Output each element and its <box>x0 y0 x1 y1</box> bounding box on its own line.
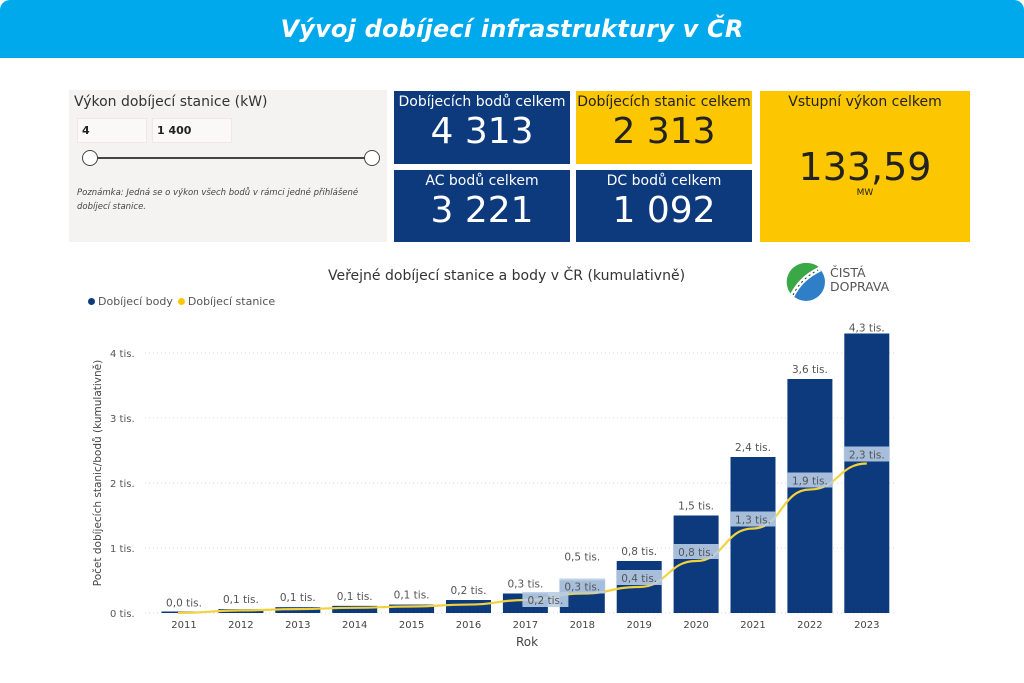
slider-min-handle[interactable] <box>82 150 98 166</box>
card-label: Dobíjecích bodů celkem <box>398 94 566 110</box>
station-data-label: 1,3 tis. <box>735 515 771 527</box>
bar-data-label: 3,6 tis. <box>792 364 828 376</box>
x-tick-label: 2018 <box>570 620 595 631</box>
station-data-label: 0,4 tis. <box>621 573 657 585</box>
x-tick-label: 2014 <box>342 620 367 631</box>
card-value: 133,59 <box>798 145 932 189</box>
slicer-title: Výkon dobíjecí stanice (kW) <box>74 94 268 110</box>
card-points-total: Dobíjecích bodů celkem 4 313 <box>394 91 570 164</box>
bar-data-label: 0,3 tis. <box>507 579 543 591</box>
bar-charging-points <box>389 604 435 613</box>
bar-data-label: 0,8 tis. <box>621 546 657 558</box>
bar-data-label: 4,3 tis. <box>849 323 885 335</box>
bar-charging-points <box>332 605 378 613</box>
chart-title: Veřejné dobíjecí stanice a body v ČR (ku… <box>328 268 686 284</box>
card-label: Dobíjecích stanic celkem <box>577 94 751 110</box>
legend-label: Dobíjecí body <box>98 295 173 308</box>
bar-data-label: 0,0 tis. <box>166 597 202 609</box>
card-value: 3 221 <box>430 190 534 231</box>
x-tick-label: 2021 <box>740 620 765 631</box>
header-banner: Vývoj dobíjecí infrastruktury v ČR <box>0 0 1024 58</box>
station-data-label: 2,3 tis. <box>849 450 885 462</box>
y-tick-label: 2 tis. <box>110 479 135 490</box>
x-tick-label: 2022 <box>797 620 822 631</box>
x-tick-label: 2016 <box>456 620 481 631</box>
card-value: 2 313 <box>612 111 716 152</box>
slicer-note: Poznámka: Jedná se o výkon všech bodů v … <box>77 188 359 212</box>
y-tick-label: 4 tis. <box>110 349 135 360</box>
leaf-road-logo-icon <box>786 262 825 301</box>
card-unit: MW <box>856 188 874 198</box>
card-power-total: Vstupní výkon celkem 133,59 MW <box>760 91 970 242</box>
card-label: DC bodů celkem <box>606 173 722 189</box>
slider-max-handle[interactable] <box>364 150 380 166</box>
card-value: 1 092 <box>612 190 716 231</box>
card-label: AC bodů celkem <box>425 173 539 189</box>
legend-label: Dobíjecí stanice <box>187 295 276 308</box>
x-tick-label: 2015 <box>399 620 424 631</box>
slicer-min-input[interactable]: 4 <box>77 118 147 143</box>
y-axis-label: Počet dobíjecích stanic/bodů (kumulativn… <box>92 360 104 586</box>
station-label-bg <box>522 592 569 607</box>
station-label-bg <box>730 511 776 527</box>
x-axis-label: Rok <box>516 635 538 649</box>
y-tick-label: 0 tis. <box>110 609 135 620</box>
bar-data-label: 0,5 tis. <box>564 552 600 564</box>
x-tick-label: 2013 <box>285 620 310 631</box>
x-tick-label: 2012 <box>228 620 253 631</box>
card-dc-total: DC bodů celkem 1 092 <box>576 170 752 242</box>
card-ac-total: AC bodů celkem 3 221 <box>394 170 570 242</box>
bar-charging-points <box>730 457 776 613</box>
bar-data-label: 2,4 tis. <box>735 442 771 454</box>
legend-item-points[interactable]: Dobíjecí body <box>88 295 173 308</box>
bar-data-label: 0,1 tis. <box>394 590 430 602</box>
slicer-max-input[interactable]: 1 400 <box>152 118 232 143</box>
legend-dot-navy-icon <box>88 298 95 305</box>
station-label-bg <box>673 544 720 559</box>
card-stations-total: Dobíjecích stanic celkem 2 313 <box>576 91 752 164</box>
station-data-label: 0,8 tis. <box>678 547 714 559</box>
station-label-bg <box>786 472 833 488</box>
x-tick-label: 2011 <box>171 620 196 631</box>
station-label-bg <box>559 578 606 594</box>
card-value: 4 313 <box>430 111 534 152</box>
bar-charging-points <box>787 379 833 613</box>
bar-data-label: 0,1 tis. <box>280 592 316 604</box>
legend-dot-yellow-icon <box>177 298 185 305</box>
chart-legend: Dobíjecí body Dobíjecí stanice <box>88 295 280 308</box>
page-title: Vývoj dobíjecí infrastruktury v ČR <box>280 15 744 43</box>
bar-charging-points <box>844 333 890 613</box>
station-data-label: 0,2 tis. <box>527 595 563 607</box>
bar-data-label: 0,2 tis. <box>451 585 487 597</box>
station-label-bg <box>843 446 890 462</box>
power-range-slicer: Výkon dobíjecí stanice (kW) 4 1 400 Pozn… <box>69 90 387 242</box>
card-label: Vstupní výkon celkem <box>788 94 942 110</box>
bar-data-label: 0,1 tis. <box>223 594 259 606</box>
bar-charging-points <box>446 600 491 613</box>
x-tick-label: 2020 <box>683 620 708 631</box>
logo-line1: ČISTÁ <box>830 265 866 280</box>
cista-doprava-logo: ČISTÁ DOPRAVA <box>786 262 906 302</box>
y-tick-label: 3 tis. <box>110 414 135 425</box>
station-label-bg <box>616 570 663 585</box>
x-tick-label: 2019 <box>626 620 651 631</box>
station-data-label: 1,9 tis. <box>792 476 828 488</box>
logo-line2: DOPRAVA <box>830 279 890 294</box>
x-tick-label: 2017 <box>513 620 538 631</box>
slider-track[interactable] <box>89 157 372 159</box>
bar-data-label: 1,5 tis. <box>678 501 714 513</box>
station-data-label: 0,3 tis. <box>564 582 600 594</box>
bar-data-label: 0,1 tis. <box>337 591 373 603</box>
combo-chart: 0 tis. 1 tis. 2 tis. 3 tis. 4 tis. Počet dobí… <box>92 323 895 649</box>
x-tick-label: 2023 <box>854 620 879 631</box>
y-tick-label: 1 tis. <box>110 544 135 555</box>
legend-item-stations[interactable]: Dobíjecí stanice <box>177 295 276 308</box>
